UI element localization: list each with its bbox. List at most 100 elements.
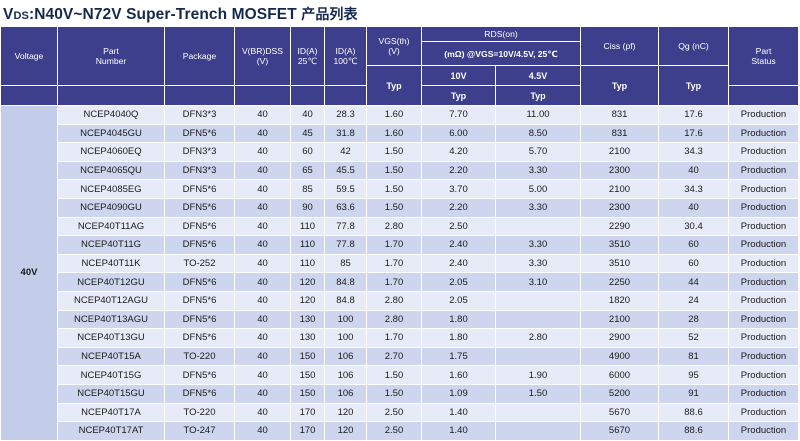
cell-qg: 24 [658,290,729,311]
cell-id-100c: 84.8 [324,290,367,311]
cell-vbrdss: 40 [234,160,291,181]
cell-part-number: NCEP40T15GU [57,383,165,404]
cell-rds-10v: 1.80 [421,309,496,330]
cell-part-number: NCEP4060EQ [57,142,165,162]
cell-ciss: 5670 [580,402,659,423]
header-rds-on: RDS(on) [421,25,581,43]
cell-id-25c: 150 [290,383,325,404]
cell-id-100c: 120 [324,421,367,441]
table-row: NCEP40T15GU DFN5*6 40 150 106 1.50 1.09 1.50 520… [1,383,799,404]
cell-vgs-th: 2.50 [366,421,422,441]
cell-id-100c: 120 [324,402,367,423]
cell-vgs-th: 2.70 [366,346,422,367]
cell-vbrdss: 40 [234,235,291,255]
cell-ciss: 2100 [580,142,659,162]
cell-id-100c: 100 [324,328,367,348]
header-voltage: Voltage [0,26,58,86]
header-rds-45v: 4.5V [495,65,581,86]
cell-ciss: 4900 [580,346,659,367]
cell-id-100c: 100 [324,309,367,330]
table-row: NCEP40T13GU DFN5*6 40 130 100 1.70 1.80 2.80 290… [1,328,799,348]
cell-rds-45v: 8.50 [495,123,581,144]
cell-vbrdss: 40 [234,402,291,423]
table-row: NCEP4065QU DFN3*3 40 65 45.5 1.50 2.20 3.30 2300… [1,160,799,181]
header-rds-10v-typ: Typ [421,85,496,106]
title-bar: VDS:N40V~N72V Super-Trench MOSFET 产品列表 [0,0,800,24]
cell-qg: 17.6 [658,123,729,144]
voltage-group-cell: 40V [0,105,58,441]
cell-package: DFN5*6 [164,383,235,404]
cell-rds-45v: 3.30 [495,253,581,274]
header-id25-pad [290,85,325,106]
cell-id-100c: 63.6 [324,197,367,218]
cell-part-number: NCEP4065QU [57,160,165,181]
cell-package: DFN5*6 [164,290,235,311]
cell-id-100c: 106 [324,365,367,385]
header-voltage-pad [0,85,58,106]
cell-rds-10v: 3.70 [421,179,496,199]
header-id-25c: ID(A) 25℃ [290,26,325,86]
cell-package: DFN3*3 [164,160,235,181]
cell-ciss: 2290 [580,216,659,237]
cell-part-status: Production [728,142,799,162]
cell-rds-45v [495,290,581,311]
cell-part-number: NCEP4090GU [57,197,165,218]
cell-part-number: NCEP40T12AGU [57,290,165,311]
cell-package: DFN5*6 [164,309,235,330]
title-main: :N40V~N72V Super-Trench MOSFET [28,6,302,23]
cell-vbrdss: 40 [234,346,291,367]
cell-id-25c: 150 [290,365,325,385]
cell-package: DFN5*6 [164,197,235,218]
cell-vgs-th: 1.50 [366,197,422,218]
cell-ciss: 1820 [580,290,659,311]
cell-part-number: NCEP40T12GU [57,272,165,292]
cell-qg: 88.6 [658,402,729,423]
cell-id-100c: 77.8 [324,216,367,237]
cell-part-number: NCEP40T15A [57,346,165,367]
page-title: VDS:N40V~N72V Super-Trench MOSFET 产品列表 [3,4,358,24]
cell-qg: 40 [658,160,729,181]
cell-id-100c: 42 [324,142,367,162]
cell-vbrdss: 40 [234,105,291,125]
cell-vbrdss: 40 [234,309,291,330]
header-rds-condition: (mΩ) @VGS=10V/4.5V, 25℃ [421,41,581,66]
cell-vgs-th: 1.50 [366,365,422,385]
cell-vgs-th: 2.80 [366,290,422,311]
cell-vbrdss: 40 [234,365,291,385]
cell-rds-45v: 3.30 [495,160,581,181]
cell-part-number: NCEP40T15G [57,365,165,385]
cell-id-100c: 85 [324,253,367,274]
cell-part-number: NCEP40T13AGU [57,309,165,330]
cell-rds-45v: 3.10 [495,272,581,292]
cell-package: DFN5*6 [164,328,235,348]
cell-id-100c: 59.5 [324,179,367,199]
table-row: NCEP4045GU DFN5*6 40 45 31.8 1.60 6.00 8.50 831 1… [1,123,799,144]
header-package-pad [164,85,235,106]
cell-qg: 52 [658,328,729,348]
cell-rds-10v: 1.40 [421,402,496,423]
table-body: 40V NCEP4040Q DFN3*3 40 40 28.3 1.60 7.70 11.00 8… [0,105,799,441]
table-row: NCEP40T17AT TO-247 40 170 120 2.50 1.40 5670 88.… [1,421,799,441]
cell-package: TO-220 [164,346,235,367]
cell-id-25c: 65 [290,160,325,181]
cell-part-status: Production [728,346,799,367]
cell-id-25c: 45 [290,123,325,144]
cell-id-25c: 120 [290,272,325,292]
cell-part-status: Production [728,272,799,292]
cell-ciss: 2250 [580,272,659,292]
cell-id-25c: 90 [290,197,325,218]
cell-rds-10v: 2.40 [421,253,496,274]
cell-qg: 91 [658,383,729,404]
cell-part-status: Production [728,309,799,330]
table-row: NCEP40T17A TO-220 40 170 120 2.50 1.40 5670 88.6… [1,402,799,423]
cell-rds-45v: 5.00 [495,179,581,199]
header-part-status: Part Status [728,26,799,86]
cell-ciss: 831 [580,123,659,144]
cell-id-100c: 106 [324,346,367,367]
cell-id-25c: 60 [290,142,325,162]
cell-ciss: 2300 [580,197,659,218]
header-part-number: Part Number [57,26,165,86]
cell-rds-45v: 5.70 [495,142,581,162]
cell-vgs-th: 1.50 [366,160,422,181]
header-package: Package [164,26,235,86]
